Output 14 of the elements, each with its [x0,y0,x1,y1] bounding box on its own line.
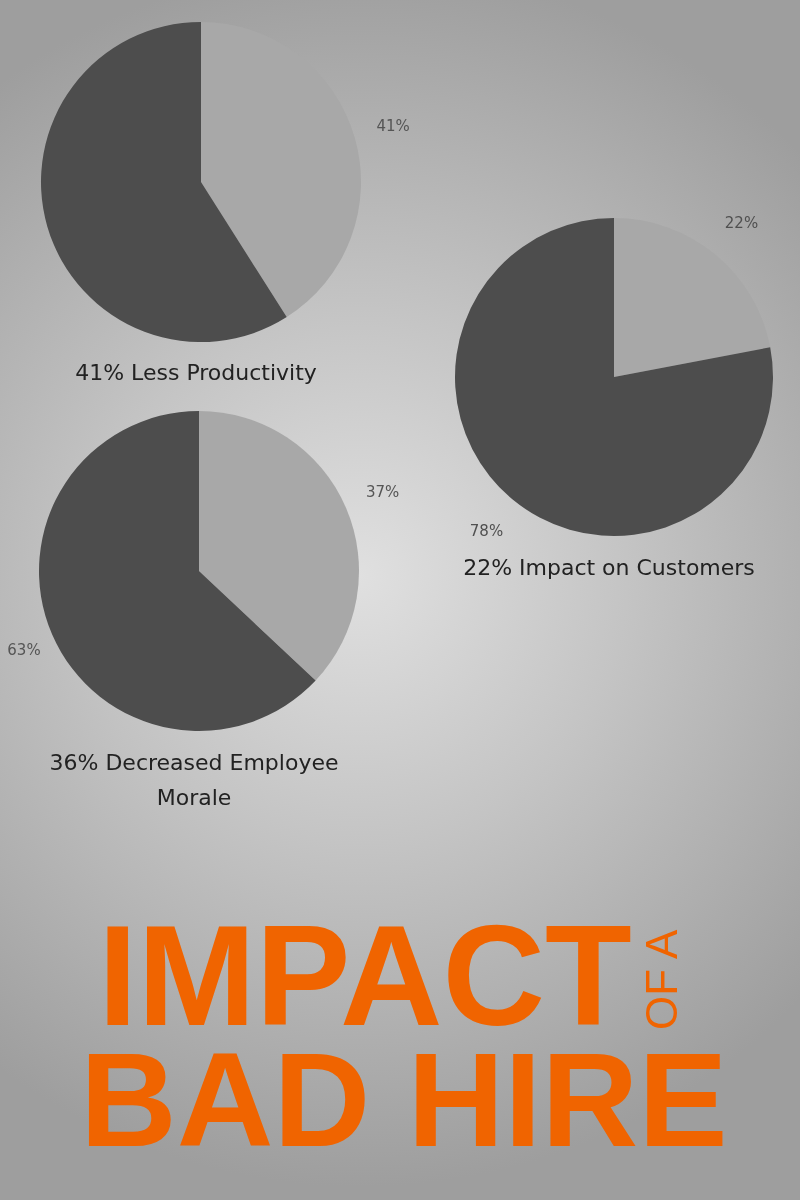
data-label: 37% [365,482,400,501]
pie-slice [614,218,771,377]
data-label: 41% [376,117,410,136]
text: 22% Impact on Customers [462,554,756,582]
text: 41% Less Productivity [74,359,318,387]
pie-slice [41,22,287,342]
pie-slice [201,22,361,318]
data-label: 22% [724,213,759,232]
data-label: 78% [469,522,504,541]
data-label: 63% [7,641,41,660]
pie-slice [455,218,773,536]
pie-slice [39,411,316,731]
pie-slice [199,411,359,681]
text: 36% Decreased Employee Morale [48,749,340,812]
